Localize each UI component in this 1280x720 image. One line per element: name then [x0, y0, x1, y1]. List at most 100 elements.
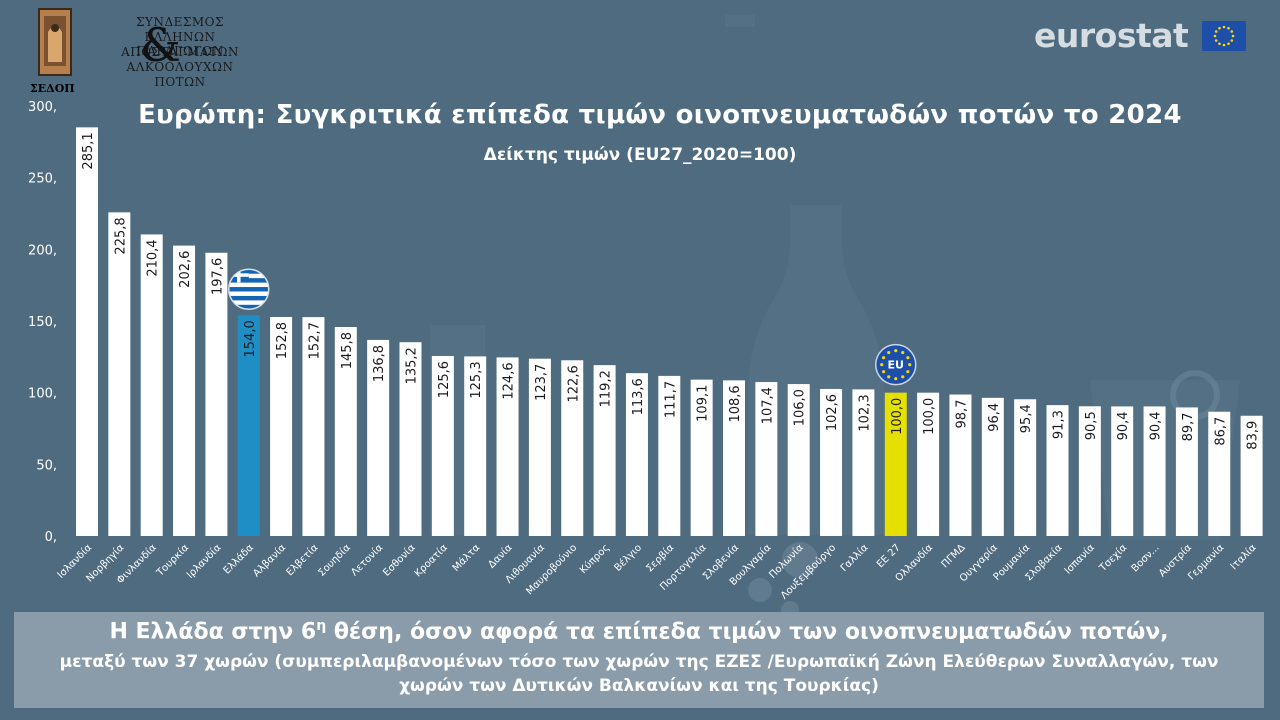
logo-ampersand: &	[140, 18, 181, 72]
value-label: 102,6	[825, 394, 840, 431]
bar	[367, 339, 390, 536]
bar	[302, 317, 325, 536]
bar	[593, 365, 616, 536]
category-label: Κροατία	[412, 541, 450, 579]
value-label: 109,1	[696, 385, 711, 422]
category-label: Σερβία	[644, 541, 677, 574]
bar	[690, 379, 713, 536]
bar	[1111, 406, 1134, 536]
category-label: Εσθονία	[381, 541, 418, 578]
category-label: Ιταλία	[1228, 541, 1259, 572]
eu-badge-icon: EU	[875, 343, 917, 386]
y-tick-label: 150,	[28, 315, 57, 330]
bar	[464, 356, 487, 536]
value-label: 225,8	[113, 217, 128, 254]
bar	[76, 127, 98, 537]
logo-seal-icon	[38, 8, 72, 76]
bar	[173, 245, 196, 536]
value-label: 90,4	[1149, 411, 1164, 440]
value-label: 98,7	[954, 400, 969, 429]
bar-chart: 0, 50, 100, 150, 200, 250, 300, 285,1 225,8 210,…	[28, 100, 1263, 602]
category-label: Λουξεμβούργο	[778, 542, 838, 602]
value-label: 202,6	[178, 251, 193, 288]
value-label: 136,8	[372, 345, 387, 382]
bar	[496, 357, 519, 536]
category-label: Ισπανία	[1062, 541, 1097, 576]
value-label: 125,6	[437, 361, 452, 398]
bar	[140, 234, 163, 536]
bar	[1046, 405, 1069, 536]
value-label: 100,0	[890, 398, 905, 435]
greek-flag-badge-icon	[228, 268, 270, 311]
bar	[755, 382, 778, 536]
footer-detail: μεταξύ των 37 χωρών (συμπεριλαμβανομένων…	[59, 652, 1219, 696]
bar	[399, 342, 422, 536]
value-label: 152,7	[307, 322, 322, 359]
value-label: 123,7	[534, 364, 549, 401]
chart-subtitle: Δείκτης τιμών (EU27_2020=100)	[483, 145, 797, 165]
value-label: 210,4	[146, 239, 161, 276]
bar	[108, 212, 131, 536]
category-label: Γερμανία	[1185, 541, 1226, 582]
category-label: Ιρλανδία	[184, 541, 224, 581]
category-label: Σουηδία	[316, 541, 354, 579]
value-label: 95,4	[1019, 404, 1034, 433]
value-label: 100,0	[922, 398, 937, 435]
sedop-logo: ΣΥΝΔΕΣΜΟΣ ΕΛΛΗΝΩΝ ΠΑΡΑΓΩΓΩΝ ΑΠΟΣΤΑΓΜΑΤΩΝ…	[30, 6, 240, 106]
bar	[820, 388, 843, 536]
value-label: 285,1	[81, 132, 96, 169]
value-label: 113,6	[631, 378, 646, 415]
bar	[334, 327, 357, 536]
bar	[787, 384, 810, 536]
logo-line-4: ΑΛΚΟΟΛΟΥΧΩΝ	[126, 60, 234, 74]
value-label: 96,4	[987, 403, 1002, 432]
category-label: ΕΕ 27	[875, 542, 903, 570]
bar	[625, 373, 648, 536]
bar	[205, 252, 228, 537]
category-label: Κύπρος	[577, 542, 611, 576]
eu-flag-icon	[1202, 21, 1246, 51]
category-label: Δανία	[486, 541, 515, 570]
value-label: 122,6	[566, 365, 581, 402]
y-tick-label: 50,	[36, 458, 57, 473]
value-label: 124,6	[502, 362, 517, 399]
bar	[237, 315, 260, 536]
value-label: 89,7	[1181, 412, 1196, 441]
bar	[561, 360, 584, 536]
y-tick-label: 100,	[28, 387, 57, 402]
y-tick-label: 250,	[28, 172, 57, 187]
logo-short-name: ΣΕΔΟΠ	[30, 82, 75, 95]
value-label: 197,6	[210, 258, 225, 295]
category-label: Τσεχία	[1096, 541, 1129, 574]
category-label: ΠΓΜΔ	[940, 542, 968, 570]
bar	[884, 392, 907, 536]
bar	[852, 389, 875, 536]
value-label: 91,3	[1052, 410, 1067, 439]
value-label: 145,8	[340, 332, 355, 369]
value-label: 86,7	[1213, 417, 1228, 446]
value-label: 106,0	[793, 389, 808, 426]
value-label: 154,0	[243, 320, 258, 357]
bar	[270, 316, 293, 536]
bar	[1143, 406, 1166, 536]
category-label: Γαλλία	[838, 541, 871, 574]
category-label: Μάλτα	[450, 541, 483, 574]
logo-line-2: ΕΛΛΗΝΩΝ ΠΑΡΑΓΩΓΩΝ	[136, 30, 224, 58]
value-label: 108,6	[728, 385, 743, 422]
y-tick-label: 200,	[28, 243, 57, 258]
bar	[917, 392, 940, 536]
bar	[658, 375, 681, 536]
y-tick-label: 300,	[28, 100, 57, 115]
value-label: 119,2	[599, 370, 614, 407]
value-label: 90,5	[1084, 411, 1099, 440]
logo-line-3: ΑΠΟΣΤΑΓΜΑΤΩΝ	[121, 45, 239, 59]
bar	[1078, 406, 1101, 536]
bar	[1208, 411, 1231, 536]
bar	[528, 358, 551, 536]
category-label: Αλβανία	[251, 541, 289, 579]
category-label: Βέλγιο	[612, 542, 644, 574]
value-label: 111,7	[663, 381, 678, 418]
bar	[949, 394, 972, 536]
bar	[981, 397, 1004, 536]
eu-badge-label: EU	[888, 359, 904, 372]
